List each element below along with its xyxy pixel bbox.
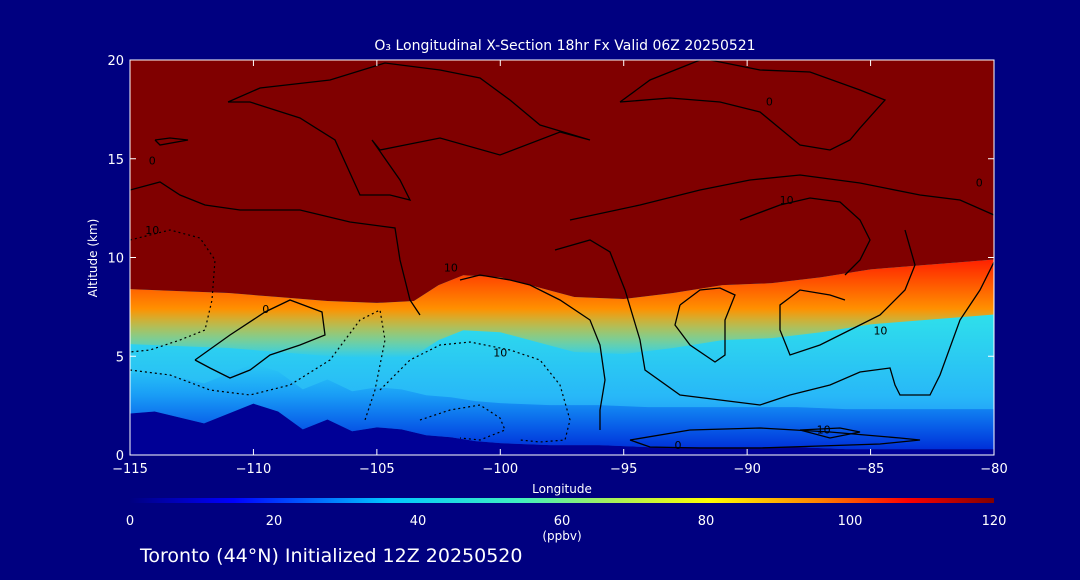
- contour-line-left-lower: [194, 299, 326, 379]
- contour-label: 10: [817, 423, 831, 436]
- contour-label: 10: [493, 346, 507, 359]
- colorbar-tick-label: 40: [410, 514, 427, 529]
- contour-line-left-stratospheric: [154, 137, 189, 146]
- colorbar-tick-label: 20: [266, 514, 283, 529]
- tropopause-gradient-band: [130, 259, 994, 358]
- x-tick-label: −90: [733, 462, 760, 477]
- x-axis-label: Longitude: [532, 482, 592, 496]
- x-tick-label: −105: [359, 462, 395, 477]
- colorbar-tick-label: 80: [698, 514, 715, 529]
- contour-line-mid-trough: [459, 274, 606, 430]
- x-tick-label: −110: [236, 462, 272, 477]
- y-tick-label: 0: [116, 449, 124, 464]
- x-tick-label: −100: [482, 462, 518, 477]
- y-tick-label: 20: [107, 54, 124, 69]
- colorbar-tick-label: 120: [982, 514, 1007, 529]
- colorbar-tick-label: 60: [554, 514, 571, 529]
- dotted-contour-left: [130, 229, 216, 353]
- plot-area: 0 10 0 10 10 0 10 10 10 0 0: [130, 60, 994, 455]
- y-axis: 0 5 10 15 20: [107, 54, 994, 464]
- x-tick-label: −85: [857, 462, 884, 477]
- colorbar-tick-label: 100: [838, 514, 863, 529]
- contour-line-left-column: [130, 181, 421, 316]
- contour-label: 0: [675, 439, 682, 452]
- contour-line-near-surface: [629, 427, 921, 449]
- contour-label: 10: [444, 261, 458, 274]
- contour-labels: 0 10 0 10 10 0 10 10 10 0 0: [145, 95, 982, 452]
- contour-line-mid-loop: [674, 287, 736, 363]
- contour-label: 0: [766, 95, 773, 108]
- contour-line-right-loop: [569, 174, 994, 221]
- colorbar: [130, 498, 994, 503]
- contour-label: 10: [145, 224, 159, 237]
- surface-terrain: [130, 403, 994, 455]
- contour-label: 10: [780, 194, 794, 207]
- x-axis: −115 −110 −105 −100 −95 −90 −85 −80: [112, 60, 1008, 477]
- colorbar-tick-label: 0: [126, 514, 134, 529]
- contour-line-surface-mid: [799, 427, 861, 439]
- dotted-contour-center-lower: [419, 404, 506, 441]
- y-axis-label: Altitude (km): [86, 219, 100, 298]
- dotted-contour-center: [379, 341, 571, 443]
- contour-label: 0: [149, 155, 156, 168]
- y-tick-label: 15: [107, 153, 124, 168]
- x-tick-label: −115: [112, 462, 148, 477]
- contour-line-upper-left: [227, 62, 591, 201]
- chart-title: O₃ Longitudinal X-Section 18hr Fx Valid …: [374, 38, 755, 54]
- y-tick-label: 5: [116, 350, 124, 365]
- x-tick-label: −80: [980, 462, 1007, 477]
- contour-line-upper-right: [619, 60, 887, 151]
- contour-label: 0: [262, 303, 269, 316]
- stratosphere-region: [130, 60, 994, 303]
- contour-lines: [130, 60, 994, 449]
- colorbar-unit-label: (ppbv): [542, 529, 581, 543]
- contour-lines-dotted: [130, 229, 571, 443]
- x-tick-label: −95: [610, 462, 637, 477]
- surface-low-ozone-band: [130, 363, 994, 450]
- contour-line-right-lower: [779, 229, 916, 356]
- contour-line-mid-lower: [554, 239, 994, 406]
- dotted-contour-left-lower: [130, 309, 386, 421]
- contour-label: 10: [873, 325, 887, 338]
- y-tick-label: 10: [107, 252, 124, 267]
- colorbar-ticks: 0 20 40 60 80 100 120: [126, 514, 1007, 529]
- contour-label: 0: [976, 176, 983, 189]
- contour-line-right-inner: [739, 197, 871, 276]
- footer-caption: Toronto (44°N) Initialized 12Z 20250520: [139, 545, 523, 567]
